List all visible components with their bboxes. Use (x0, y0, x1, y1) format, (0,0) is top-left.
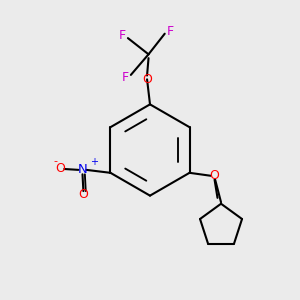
Text: O: O (56, 163, 65, 176)
Text: F: F (122, 71, 129, 84)
Text: O: O (78, 188, 88, 201)
Text: F: F (167, 25, 174, 38)
Text: N: N (78, 164, 87, 176)
Text: F: F (119, 29, 126, 42)
Text: O: O (142, 73, 152, 86)
Text: -: - (54, 156, 58, 166)
Text: +: + (90, 157, 98, 166)
Text: O: O (210, 169, 220, 182)
